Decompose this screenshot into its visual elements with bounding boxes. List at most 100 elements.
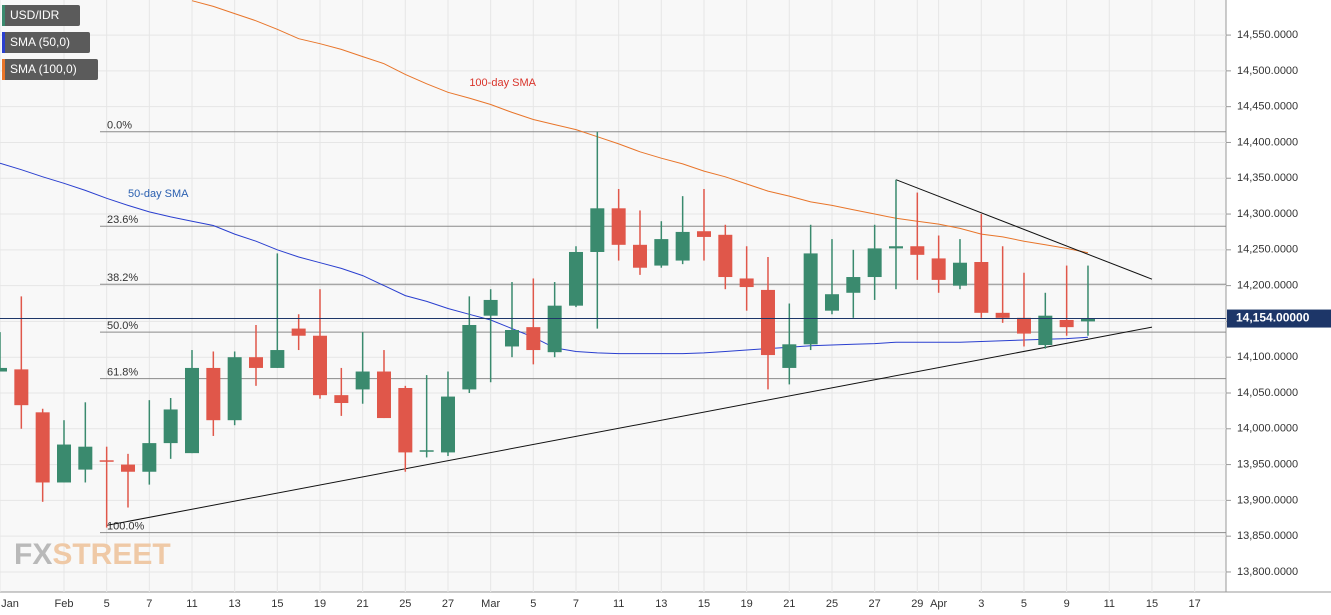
candle-body [227, 357, 242, 421]
annotation: 50-day SMA [128, 188, 189, 200]
x-tick-label: 13 [655, 598, 667, 610]
candle-body [952, 262, 967, 286]
annotation: 100-day SMA [469, 77, 536, 89]
candle-body [440, 396, 455, 453]
x-tick-label: 5 [530, 598, 536, 610]
watermark-street: STREET [52, 538, 170, 571]
legend-label: SMA (50,0) [10, 35, 70, 49]
trendline [895, 179, 1153, 280]
x-tick-label: 17 [1189, 598, 1201, 610]
candle-body [1059, 319, 1074, 328]
x-tick-label: 7 [573, 598, 579, 610]
plot-area [0, 0, 1226, 592]
x-tick-label: 21 [357, 598, 369, 610]
candle-body [590, 208, 605, 252]
candle-body [163, 409, 178, 444]
candle-body [888, 246, 903, 249]
x-tick-label: Mar [481, 598, 500, 610]
candle-body [270, 350, 285, 368]
candle-body [78, 446, 93, 470]
candle-body [632, 244, 647, 268]
candle-body [654, 239, 669, 266]
x-tick-label: 11 [613, 598, 624, 610]
candle-body [419, 450, 434, 452]
sma-line [0, 162, 1089, 355]
candle-body [867, 248, 882, 278]
candle-body [376, 371, 391, 419]
y-tick-label: 13,900.0000 [1237, 494, 1298, 506]
fib-level-label: 0.0% [107, 120, 132, 132]
legend-swatch [2, 32, 5, 53]
candle-body [398, 387, 413, 453]
y-tick-label: 13,950.0000 [1237, 458, 1298, 470]
sma-line [191, 0, 1089, 254]
candle-body [35, 412, 50, 483]
watermark: FXSTREET [14, 538, 171, 571]
watermark-fx: FX [14, 538, 52, 571]
candle-body [291, 328, 306, 336]
x-tick-label: 11 [1104, 598, 1115, 610]
candle-body [184, 367, 199, 454]
fib-level-label: 23.6% [107, 214, 138, 226]
candle-body [760, 289, 775, 356]
x-tick-label: 27 [869, 598, 881, 610]
y-tick-label: 14,200.0000 [1237, 280, 1298, 292]
x-tick-label: 29 [911, 598, 923, 610]
x-tick-label: Feb [55, 598, 74, 610]
legend-label: SMA (100,0) [10, 62, 77, 76]
candle-body [782, 344, 797, 368]
y-tick-label: 14,500.0000 [1237, 65, 1298, 77]
candle-body [910, 246, 925, 255]
candle-body [56, 444, 71, 483]
fib-level-label: 50.0% [107, 320, 138, 332]
y-tick-label: 14,450.0000 [1237, 101, 1298, 113]
candle-body [739, 278, 754, 288]
legend-box [2, 5, 80, 26]
y-tick-label: 14,350.0000 [1237, 172, 1298, 184]
candle-body [824, 294, 839, 311]
candle-body [568, 251, 583, 306]
candle-body [504, 330, 519, 347]
x-tick-label: 25 [826, 598, 838, 610]
candle-body [931, 258, 946, 280]
candle-body [99, 460, 114, 462]
candle-body [1038, 315, 1053, 346]
x-tick-label: 27 [442, 598, 454, 610]
candle-body [248, 357, 263, 368]
y-tick-label: 14,050.0000 [1237, 387, 1298, 399]
legend-box [2, 32, 90, 53]
last-price-label: 14,154.00000 [1236, 311, 1310, 325]
y-tick-label: 14,000.0000 [1237, 423, 1298, 435]
legend-label: USD/IDR [10, 8, 60, 22]
candle-body [547, 305, 562, 353]
candle-body [718, 234, 733, 278]
candle-body [355, 371, 370, 390]
candle-body [1080, 318, 1095, 322]
x-tick-label: 15 [1146, 598, 1158, 610]
candle-body [462, 324, 477, 390]
x-tick-label: 19 [741, 598, 753, 610]
candle-body [675, 231, 690, 261]
fib-level-label: 38.2% [107, 272, 138, 284]
candle-body [846, 277, 861, 293]
candle-body [696, 231, 711, 237]
x-tick-label: 5 [104, 598, 110, 610]
candle-body [120, 464, 135, 472]
x-tick-label: 15 [698, 598, 710, 610]
x-tick-label: 15 [271, 598, 283, 610]
x-tick-label: Jan [1, 598, 19, 610]
candle-body [611, 208, 626, 245]
candle-body [995, 312, 1010, 318]
candle-body [334, 395, 349, 404]
y-tick-label: 14,250.0000 [1237, 244, 1298, 256]
trendline [106, 326, 1153, 526]
candle-body [0, 367, 7, 372]
legend-box [2, 59, 98, 80]
x-tick-label: 3 [978, 598, 984, 610]
candle-body [206, 367, 221, 421]
x-tick-label: 13 [229, 598, 241, 610]
x-tick-label: 5 [1021, 598, 1027, 610]
candle-body [14, 369, 29, 406]
